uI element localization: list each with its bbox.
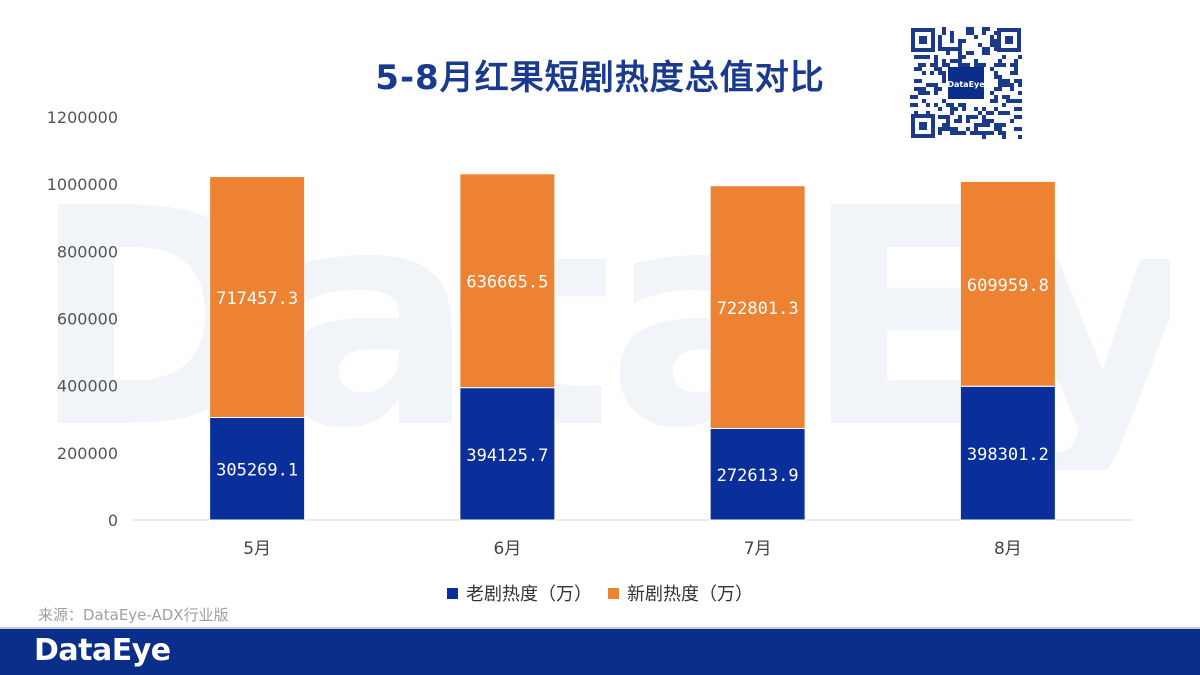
data-label-old: 398301.2 — [967, 445, 1049, 465]
y-tick-label: 0 — [108, 511, 118, 530]
y-tick-label: 1200000 — [47, 108, 118, 127]
x-tick-label: 8月 — [994, 539, 1022, 559]
legend-swatch-new — [608, 587, 619, 599]
data-label-old: 394125.7 — [466, 446, 548, 466]
footer-divider — [0, 627, 1200, 629]
bar-segment-old — [459, 387, 556, 521]
data-label-old: 305269.1 — [216, 461, 298, 481]
legend-item-old: 老剧热度（万） — [447, 580, 592, 606]
bar-segment-old — [959, 385, 1056, 521]
footer-bar: DataEye — [0, 629, 1200, 675]
qr-code: DataEye — [910, 27, 1022, 139]
y-tick-label: 800000 — [57, 242, 118, 261]
data-label-new: 717457.3 — [216, 289, 298, 309]
qr-center-logo: DataEye — [947, 80, 985, 89]
footer-logo: DataEye — [34, 633, 171, 668]
data-label-old: 272613.9 — [717, 466, 799, 486]
y-tick-label: 1000000 — [47, 175, 118, 194]
chart-legend: 老剧热度（万） 新剧热度（万） — [0, 580, 1200, 606]
legend-label-new: 新剧热度（万） — [627, 584, 753, 605]
bar-segment-new — [709, 185, 806, 429]
bar-segment-old — [209, 416, 306, 521]
stacked-bar-chart: 0 200000 400000 600000 800000 1000000 1200000 3… — [47, 108, 1133, 559]
bar-segment-new — [209, 176, 306, 418]
data-label-new: 636665.5 — [466, 273, 548, 293]
chart-title: 5-8月红果短剧热度总值对比 — [375, 58, 825, 98]
legend-label-old: 老剧热度（万） — [466, 584, 592, 605]
legend-swatch-old — [447, 587, 458, 599]
x-tick-label: 5月 — [243, 539, 271, 559]
source-note: 来源：DataEye-ADX行业版 — [38, 606, 229, 624]
y-tick-label: 600000 — [57, 310, 118, 329]
bar-segment-old — [709, 427, 806, 521]
bar-segment-new — [959, 180, 1056, 387]
x-tick-label: 6月 — [493, 539, 521, 559]
x-tick-label: 7月 — [744, 539, 772, 559]
y-tick-label: 400000 — [57, 377, 118, 396]
bar-segment-new — [459, 173, 556, 389]
legend-item-new: 新剧热度（万） — [608, 580, 753, 606]
y-tick-label: 200000 — [57, 444, 118, 463]
data-label-new: 722801.3 — [717, 299, 799, 319]
data-label-new: 609959.8 — [967, 276, 1049, 296]
